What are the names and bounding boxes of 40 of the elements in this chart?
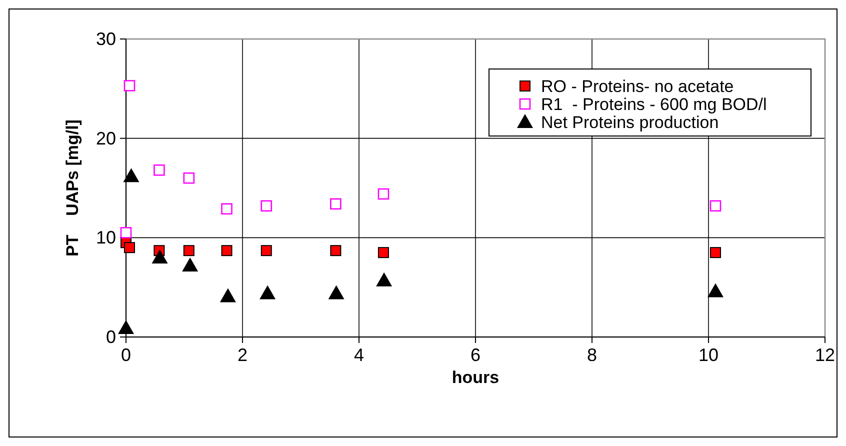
x-tick-label: 4: [354, 345, 364, 365]
y-tick-label: 30: [96, 29, 116, 49]
point: [378, 247, 389, 258]
y-tick-label: 20: [96, 128, 116, 148]
point: [182, 257, 198, 272]
point: [220, 288, 236, 302]
point: [183, 245, 194, 256]
point: [221, 203, 232, 215]
point: [328, 285, 344, 300]
x-axis-title: hours: [452, 368, 500, 387]
legend-label: Net Proteins production: [541, 113, 719, 132]
point: [124, 242, 135, 254]
point: [154, 164, 165, 176]
point: [260, 245, 272, 256]
y-axis-title: PT UAPs [mg/l]: [63, 120, 82, 256]
x-tick-label: 0: [120, 345, 132, 365]
legend-label: R1 - Proteins - 600 mg BOD/l: [541, 95, 767, 114]
point: [183, 172, 195, 184]
point: [124, 80, 136, 92]
point: [707, 283, 724, 298]
x-tick-label: 6: [470, 345, 481, 365]
x-tick-label: 10: [698, 345, 719, 365]
y-tick-label: 10: [96, 228, 116, 248]
point: [710, 200, 722, 212]
x-tick-label: 2: [237, 345, 248, 365]
point: [221, 245, 232, 256]
x-tick-label: 8: [586, 345, 598, 365]
point: [710, 247, 721, 258]
point: [152, 250, 168, 264]
point: [260, 285, 276, 300]
point: [330, 198, 342, 210]
point: [376, 272, 392, 286]
y-tick-label: 0: [106, 327, 116, 347]
point: [118, 320, 134, 334]
x-tick-label: 12: [814, 345, 836, 365]
point: [330, 245, 342, 256]
point: [378, 188, 390, 200]
point: [260, 200, 272, 212]
legend-label: RO - Proteins- no acetate: [541, 77, 734, 96]
point: [123, 168, 140, 182]
